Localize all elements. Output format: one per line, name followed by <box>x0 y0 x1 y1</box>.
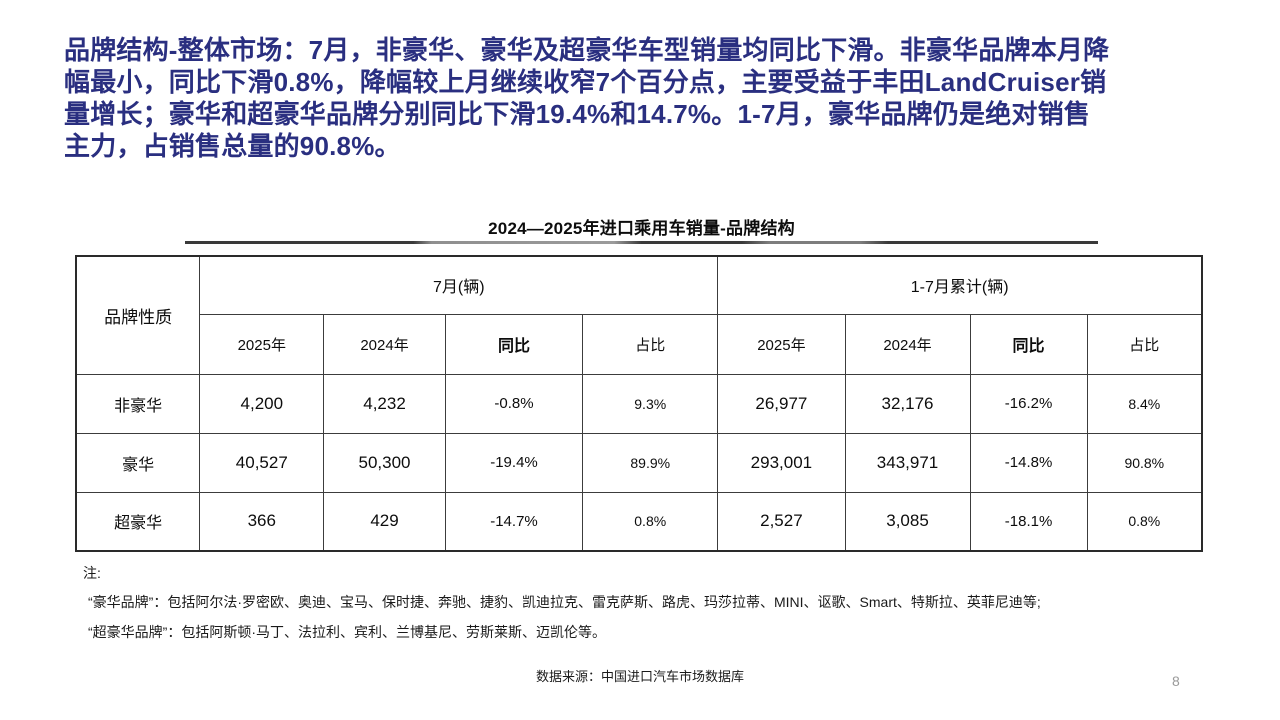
table-cell: 343,971 <box>844 432 971 493</box>
note-luxury-brands: “豪华品牌”：包括阿尔法·罗密欧、奥迪、宝马、保时捷、奔驰、捷豹、凯迪拉克、雷克… <box>88 594 1041 610</box>
sales-table-container: 品牌性质 7月(辆) 1-7月累计(辆) 2025年 2024年 同比 占比 2… <box>75 255 1203 552</box>
table-cell: 4,232 <box>323 373 446 434</box>
headline-line: 量增长；豪华和超豪华品牌分别同比下滑19.4%和14.7%。1-7月，豪华品牌仍… <box>64 99 1091 129</box>
row-label: 非豪华 <box>75 373 201 434</box>
note-super-luxury-brands: “超豪华品牌”：包括阿斯顿·马丁、法拉利、宾利、兰博基尼、劳斯莱斯、迈凯伦等。 <box>88 624 606 640</box>
page-number: 8 <box>1172 673 1180 689</box>
table-cell: -19.4% <box>444 432 584 493</box>
table-cell: 4,200 <box>199 373 325 434</box>
table-cell: 32,176 <box>844 373 971 434</box>
column-header: 2024年 <box>844 313 971 375</box>
column-header: 同比 <box>444 313 584 375</box>
column-header: 同比 <box>969 313 1088 375</box>
sales-table: 品牌性质 7月(辆) 1-7月累计(辆) 2025年 2024年 同比 占比 2… <box>75 255 1203 552</box>
table-cell: 429 <box>323 491 446 552</box>
table-row-luxury: 豪华 40,527 50,300 -19.4% 89.9% 293,001 34… <box>75 432 1203 493</box>
table-cell: -16.2% <box>969 373 1088 434</box>
table-cell: 366 <box>199 491 325 552</box>
data-source-caption: 数据来源：中国进口汽车市场数据库 <box>535 669 744 684</box>
column-header: 2024年 <box>323 313 446 375</box>
table-group-header-row: 品牌性质 7月(辆) 1-7月累计(辆) <box>75 255 1203 375</box>
column-header: 占比 <box>582 313 719 375</box>
table-row-non-luxury: 非豪华 4,200 4,232 -0.8% 9.3% 26,977 32,176… <box>75 373 1203 434</box>
table-cell: -14.7% <box>444 491 584 552</box>
table-cell: 8.4% <box>1086 373 1203 434</box>
title-underline <box>185 241 1098 244</box>
column-header: 2025年 <box>717 313 846 375</box>
group-header-ytd: 1-7月累计(辆) <box>717 255 1203 315</box>
row-label: 超豪华 <box>75 491 201 552</box>
table-cell: 3,085 <box>844 491 971 552</box>
headline-line: 幅最小，同比下滑0.8%，降幅较上月继续收窄7个百分点，主要受益于丰田LandC… <box>64 67 1107 97</box>
table-cell: 0.8% <box>1086 491 1203 552</box>
headline-line: 主力，占销售总量的90.8%。 <box>64 131 401 161</box>
table-cell: -14.8% <box>969 432 1088 493</box>
table-cell: 90.8% <box>1086 432 1203 493</box>
table-cell: 50,300 <box>323 432 446 493</box>
column-header: 占比 <box>1086 313 1203 375</box>
table-subheader-row: 2025年 2024年 同比 占比 2025年 2024年 同比 占比 <box>76 313 1203 375</box>
table-cell: 0.8% <box>582 491 719 552</box>
table-title: 2024—2025年进口乘用车销量-品牌结构 <box>488 219 795 238</box>
column-header: 2025年 <box>199 313 325 375</box>
table-cell: 9.3% <box>582 373 719 434</box>
slide-headline: 品牌结构-整体市场：7月，非豪华、豪华及超豪华车型销量均同比下滑。非豪华品牌本月… <box>64 34 1224 162</box>
table-cell: 2,527 <box>717 491 846 552</box>
table-cell: 26,977 <box>717 373 846 434</box>
corner-header: 品牌性质 <box>75 255 201 375</box>
table-row-super-luxury: 超豪华 366 429 -14.7% 0.8% 2,527 3,085 -18.… <box>75 491 1203 552</box>
table-cell: 89.9% <box>582 432 719 493</box>
table-cell: -18.1% <box>969 491 1088 552</box>
table-cell: 293,001 <box>717 432 846 493</box>
row-label: 豪华 <box>75 432 201 493</box>
group-header-july: 7月(辆) <box>199 255 719 315</box>
notes-label: 注: <box>83 565 101 581</box>
table-cell: 40,527 <box>199 432 325 493</box>
headline-line: 品牌结构-整体市场：7月，非豪华、豪华及超豪华车型销量均同比下滑。非豪华品牌本月… <box>64 35 1110 65</box>
table-cell: -0.8% <box>444 373 584 434</box>
